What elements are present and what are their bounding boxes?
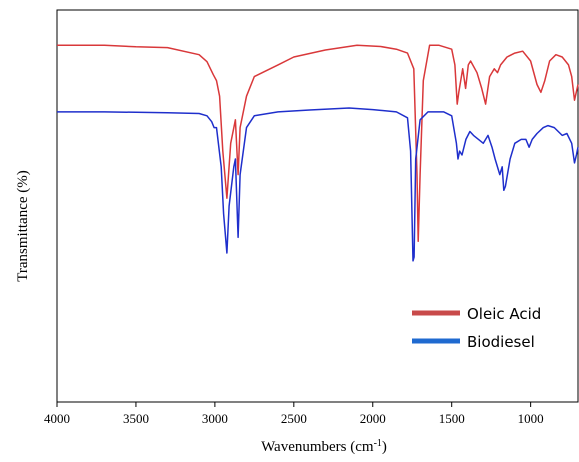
legend-label-oleic-acid: Oleic Acid bbox=[467, 305, 541, 323]
legend-label-biodiesel: Biodiesel bbox=[467, 333, 535, 351]
plot-frame bbox=[56, 9, 579, 403]
x-tick-label: 1500 bbox=[439, 411, 465, 426]
legend: Oleic Acid Biodiesel bbox=[412, 305, 541, 351]
series-line-biodiesel bbox=[57, 107, 579, 262]
series-layer bbox=[57, 44, 579, 262]
series-line-oleic-acid bbox=[57, 44, 579, 243]
x-axis-label: Wavenumbers (cm-1) bbox=[261, 438, 387, 456]
x-tick-label: 1000 bbox=[518, 411, 544, 426]
x-axis-ticks: 4000 3500 3000 2500 2000 1500 1000 bbox=[44, 402, 544, 426]
x-tick-label: 4000 bbox=[44, 411, 70, 426]
x-axis-label-sup: -1 bbox=[374, 438, 382, 449]
x-tick-label: 2000 bbox=[360, 411, 386, 426]
y-axis-label: Transmittance (%) bbox=[15, 170, 31, 282]
x-axis-label-end: ) bbox=[382, 439, 387, 455]
x-tick-label: 3500 bbox=[123, 411, 149, 426]
x-tick-label: 3000 bbox=[202, 411, 228, 426]
x-tick-label: 2500 bbox=[281, 411, 307, 426]
x-axis-label-main: Wavenumbers (cm bbox=[261, 439, 374, 455]
